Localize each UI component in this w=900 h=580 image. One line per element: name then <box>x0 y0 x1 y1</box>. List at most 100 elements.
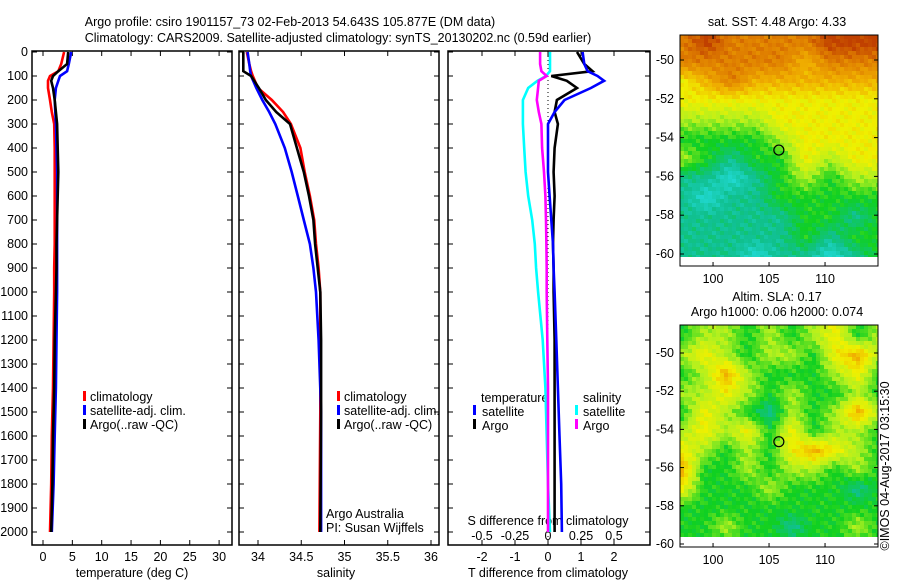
depth-tick-label: 500 <box>7 165 28 179</box>
legend-label: satellite <box>583 405 625 419</box>
depth-tick-label: 1700 <box>0 453 28 467</box>
depth-tick-label: 1400 <box>0 381 28 395</box>
depth-tick-label: 2000 <box>0 525 28 539</box>
difference-line-0 <box>546 51 607 533</box>
figure-title-line2: Climatology: CARS2009. Satellite-adjuste… <box>85 31 592 45</box>
t-tick-label: 0 <box>545 550 552 564</box>
sst-map-image <box>680 35 878 257</box>
lat-tick-label: -52 <box>656 384 674 398</box>
x-tick-label: 5 <box>69 550 76 564</box>
legend-label: Argo(..raw -QC) <box>90 418 178 432</box>
s-tick-label: -0.5 <box>471 529 493 543</box>
x-tick-label: 20 <box>153 550 167 564</box>
legend-swatch-climatology <box>337 391 340 401</box>
legend-swatch-argo <box>83 419 86 429</box>
annotation-pi: PI: Susan Wijffels <box>326 521 424 535</box>
legend-label: Argo(..raw -QC) <box>344 418 432 432</box>
sla-map-subtitle: Argo h1000: 0.06 h2000: 0.074 <box>691 305 863 319</box>
temperature-line-2 <box>49 51 70 533</box>
lat-tick-label: -60 <box>656 247 674 261</box>
legend-swatch-satellite <box>337 405 340 415</box>
lat-tick-label: -58 <box>656 499 674 513</box>
difference-panel: S difference from climatology T differen… <box>447 50 651 580</box>
sst-map-frame <box>679 34 879 267</box>
temperature-xlabel: temperature (deg C) <box>76 566 189 580</box>
x-tick-label: 25 <box>183 550 197 564</box>
legend-label: satellite-adj. clim. <box>90 404 186 418</box>
x-tick-label: 35 <box>338 550 352 564</box>
legend-swatch-s-argo <box>575 419 578 429</box>
salinity-legend: climatology satellite-adj. clim. Argo(..… <box>337 390 440 432</box>
salinity-panel: salinity climatology satellite-adj. clim… <box>238 50 440 580</box>
salinity-line-2 <box>242 52 323 533</box>
depth-tick-label: 400 <box>7 141 28 155</box>
difference-legend: temperature satellite Argo salinity sate… <box>473 391 625 433</box>
x-tick-label: 36 <box>424 550 438 564</box>
lon-tick-label: 105 <box>759 553 780 567</box>
temperature-panel: temperature (deg C) climatology satellit… <box>0 45 233 580</box>
imos-credit: ©IMOS 04-Aug-2017 03:15:30 <box>878 381 892 550</box>
argo-position-marker <box>773 436 785 448</box>
legend-label: satellite <box>482 405 524 419</box>
t-tick-label: 1 <box>578 550 585 564</box>
lat-tick-label: -52 <box>656 92 674 106</box>
lat-tick-label: -56 <box>656 461 674 475</box>
t-tick-label: -1 <box>509 550 520 564</box>
lon-tick-label: 110 <box>815 272 835 286</box>
difference-line-1 <box>550 51 596 532</box>
x-tick-label: 30 <box>212 550 226 564</box>
temperature-legend: climatology satellite-adj. clim. Argo(..… <box>83 390 186 432</box>
depth-tick-label: 1200 <box>0 333 28 347</box>
x-tick-label: 35.5 <box>376 550 400 564</box>
depth-tick-label: 600 <box>7 189 28 203</box>
sla-map: Altim. SLA: 0.17 Argo h1000: 0.06 h2000:… <box>656 290 879 567</box>
depth-tick-label: 1500 <box>0 405 28 419</box>
depth-tick-label: 200 <box>7 93 28 107</box>
t-difference-xlabel: T difference from climatology <box>468 566 629 580</box>
lat-tick-label: -54 <box>656 422 674 436</box>
depth-tick-label: 1000 <box>0 285 28 299</box>
legend-swatch-t-argo <box>473 419 476 429</box>
annotation-argo-australia: Argo Australia <box>326 507 404 521</box>
legend-label: Argo <box>482 419 508 433</box>
lat-tick-label: -50 <box>656 53 674 67</box>
lat-tick-label: -58 <box>656 208 674 222</box>
difference-line-3 <box>535 52 550 532</box>
legend-heading-temperature: temperature <box>481 391 548 405</box>
depth-tick-label: 1800 <box>0 477 28 491</box>
sla-map-title: Altim. SLA: 0.17 <box>732 290 822 304</box>
sla-map-image <box>680 325 878 537</box>
legend-swatch-s-satellite <box>575 405 578 415</box>
x-tick-label: 15 <box>124 550 138 564</box>
lon-tick-label: 100 <box>703 553 724 567</box>
lon-tick-label: 105 <box>759 272 780 286</box>
t-tick-label: 2 <box>611 550 618 564</box>
s-tick-label: 0 <box>545 529 552 543</box>
depth-tick-label: 1600 <box>0 429 28 443</box>
sla-map-frame <box>679 324 879 548</box>
figure-title-line1: Argo profile: csiro 1901157_73 02-Feb-20… <box>85 15 495 29</box>
salinity-line-1 <box>246 51 323 532</box>
legend-label: climatology <box>90 390 153 404</box>
legend-label: climatology <box>344 390 407 404</box>
lat-tick-label: -54 <box>656 131 674 145</box>
depth-tick-label: 900 <box>7 261 28 275</box>
legend-heading-salinity: salinity <box>583 391 622 405</box>
depth-tick-label: 700 <box>7 213 28 227</box>
salinity-line-0 <box>245 51 322 533</box>
depth-tick-label: 1300 <box>0 357 28 371</box>
s-tick-label: 0.5 <box>605 529 622 543</box>
legend-swatch-climatology <box>83 391 86 401</box>
s-tick-label: -0.25 <box>501 529 530 543</box>
depth-tick-label: 300 <box>7 117 28 131</box>
lat-tick-label: -60 <box>656 537 674 551</box>
lon-tick-label: 110 <box>815 553 835 567</box>
legend-swatch-satellite <box>83 405 86 415</box>
argo-position-marker <box>773 144 785 156</box>
lon-tick-label: 100 <box>703 272 724 286</box>
lat-tick-label: -50 <box>656 346 674 360</box>
sst-map-title: sat. SST: 4.48 Argo: 4.33 <box>708 15 846 29</box>
temperature-panel-frame <box>31 50 233 546</box>
difference-panel-frame <box>447 50 651 546</box>
x-tick-label: 0 <box>40 550 47 564</box>
